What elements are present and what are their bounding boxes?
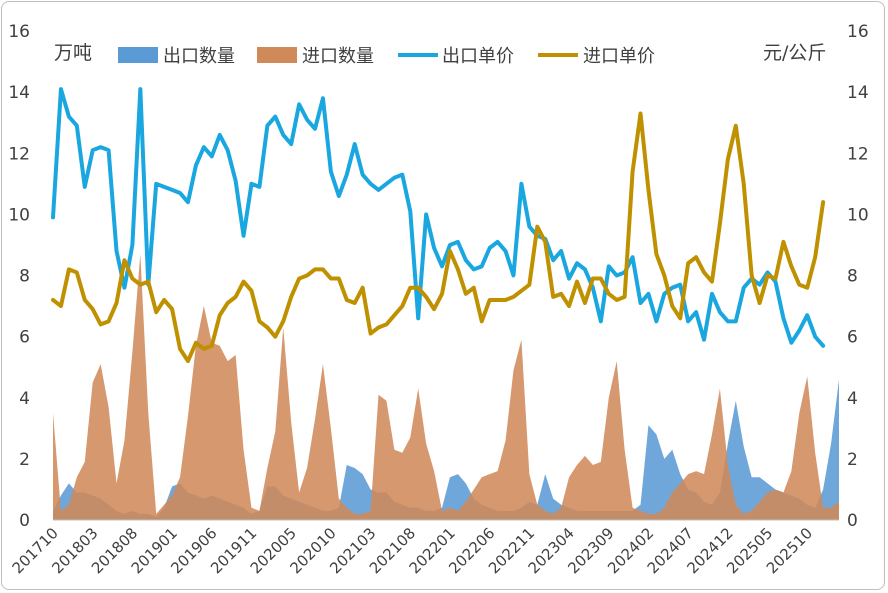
import-qty-area <box>53 254 839 521</box>
left-y-tick-label: 2 <box>19 450 30 470</box>
left-y-tick-label: 0 <box>19 511 30 531</box>
legend-label-import-price: 进口单价 <box>583 46 655 67</box>
left-axis-unit: 万吨 <box>54 42 92 64</box>
right-y-tick-label: 14 <box>847 83 869 103</box>
right-axis-unit: 元/公斤 <box>763 42 826 64</box>
x-ticks: 2017102018032018082019012019062019112020… <box>9 524 816 577</box>
legend-item-export-price: 出口单价 <box>398 46 514 67</box>
right-y-tick-label: 6 <box>847 328 858 348</box>
legend: 出口数量 进口数量 出口单价 进口单价 <box>118 46 655 67</box>
legend-item-import-qty: 进口数量 <box>257 46 374 67</box>
legend-swatch-export-qty <box>118 47 158 63</box>
price-lines <box>51 87 826 364</box>
left-y-tick-label: 16 <box>8 22 30 42</box>
import-price-line <box>51 111 826 364</box>
quantity-areas <box>53 254 839 521</box>
left-y-tick-label: 8 <box>19 267 30 287</box>
legend-item-export-qty: 出口数量 <box>118 46 235 67</box>
right-y-tick-label: 2 <box>847 450 858 470</box>
left-y-tick-label: 4 <box>19 389 30 409</box>
legend-item-import-price: 进口单价 <box>538 46 655 67</box>
left-y-ticks: 0 2 4 6 8 10 12 14 16 <box>8 22 30 531</box>
left-y-tick-label: 6 <box>19 328 30 348</box>
right-y-tick-label: 8 <box>847 267 858 287</box>
right-y-tick-label: 12 <box>847 144 869 164</box>
left-y-tick-label: 10 <box>8 205 30 225</box>
left-y-tick-label: 14 <box>8 83 30 103</box>
right-y-tick-label: 0 <box>847 511 858 531</box>
legend-label-import-qty: 进口数量 <box>302 46 374 67</box>
export-price-line <box>51 87 826 348</box>
left-y-tick-label: 12 <box>8 144 30 164</box>
legend-label-export-price: 出口单价 <box>442 46 514 67</box>
right-y-tick-label: 10 <box>847 205 869 225</box>
right-y-tick-label: 16 <box>847 22 869 42</box>
legend-swatch-import-qty <box>257 47 297 63</box>
right-y-tick-label: 4 <box>847 389 858 409</box>
legend-label-export-qty: 出口数量 <box>163 46 235 67</box>
right-y-ticks: 0 2 4 6 8 10 12 14 16 <box>847 22 869 531</box>
